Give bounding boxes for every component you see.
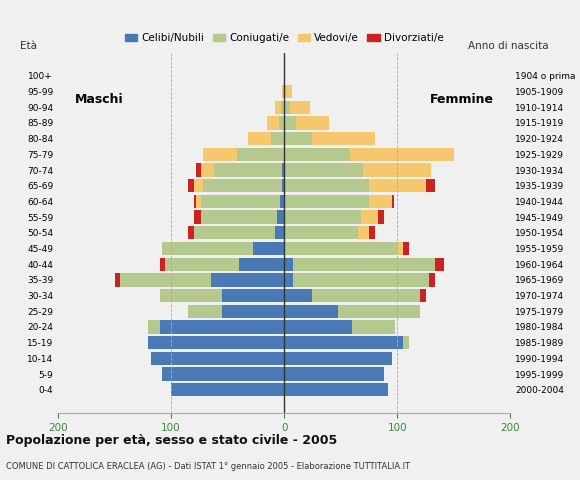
Bar [295, 116, 329, 130]
Bar [162, 242, 252, 255]
Bar [403, 336, 408, 349]
Bar [165, 258, 239, 271]
Bar [203, 179, 282, 192]
Bar [284, 163, 363, 177]
Bar [403, 242, 408, 255]
Bar [267, 116, 278, 130]
Bar [284, 179, 369, 192]
Bar [188, 226, 194, 240]
Bar [361, 210, 378, 224]
Bar [282, 163, 284, 177]
Bar [239, 258, 284, 271]
Bar [293, 273, 429, 287]
Bar [284, 242, 397, 255]
Text: Età: Età [20, 41, 37, 51]
Bar [313, 132, 375, 145]
Bar [148, 320, 160, 334]
Text: Anno di nascita: Anno di nascita [468, 41, 549, 51]
Bar [350, 148, 454, 161]
Bar [282, 179, 284, 192]
Text: Popolazione per età, sesso e stato civile - 2005: Popolazione per età, sesso e stato civil… [6, 434, 337, 447]
Bar [284, 85, 287, 98]
Bar [237, 148, 284, 161]
Bar [284, 305, 339, 318]
Bar [148, 336, 284, 349]
Bar [369, 195, 392, 208]
Bar [278, 116, 284, 130]
Bar [313, 289, 420, 302]
Bar [284, 273, 293, 287]
Bar [284, 195, 369, 208]
Bar [275, 100, 281, 114]
Bar [284, 100, 290, 114]
Bar [284, 148, 350, 161]
Bar [369, 226, 375, 240]
Bar [214, 163, 282, 177]
Bar [281, 100, 284, 114]
Bar [277, 210, 284, 224]
Bar [284, 226, 358, 240]
Bar [275, 226, 284, 240]
Bar [282, 85, 283, 98]
Bar [287, 85, 292, 98]
Bar [201, 163, 214, 177]
Bar [290, 100, 310, 114]
Bar [363, 163, 432, 177]
Bar [284, 289, 313, 302]
Bar [284, 116, 295, 130]
Bar [201, 210, 277, 224]
Bar [194, 210, 201, 224]
Bar [284, 69, 285, 83]
Bar [160, 258, 165, 271]
Bar [171, 383, 284, 396]
Bar [280, 195, 284, 208]
Bar [378, 210, 384, 224]
Legend: Celibi/Nubili, Coniugati/e, Vedovi/e, Divorziati/e: Celibi/Nubili, Coniugati/e, Vedovi/e, Di… [121, 29, 448, 48]
Bar [352, 320, 395, 334]
Bar [196, 195, 201, 208]
Bar [284, 352, 392, 365]
Bar [284, 367, 384, 381]
Bar [392, 195, 394, 208]
Bar [194, 226, 275, 240]
Bar [397, 242, 403, 255]
Text: COMUNE DI CATTOLICA ERACLEA (AG) - Dati ISTAT 1° gennaio 2005 - Elaborazione TUT: COMUNE DI CATTOLICA ERACLEA (AG) - Dati … [6, 462, 410, 471]
Bar [160, 289, 222, 302]
Text: Femmine: Femmine [429, 93, 494, 106]
Bar [284, 132, 313, 145]
Bar [429, 273, 434, 287]
Bar [284, 210, 361, 224]
Bar [162, 367, 284, 381]
Bar [284, 258, 293, 271]
Bar [194, 195, 196, 208]
Bar [369, 179, 426, 192]
Bar [434, 258, 444, 271]
Bar [211, 273, 284, 287]
Bar [426, 179, 434, 192]
Bar [271, 132, 284, 145]
Bar [283, 85, 284, 98]
Bar [252, 242, 284, 255]
Bar [160, 320, 284, 334]
Bar [222, 289, 284, 302]
Text: Maschi: Maschi [75, 93, 124, 106]
Bar [188, 305, 222, 318]
Bar [358, 226, 369, 240]
Bar [284, 383, 388, 396]
Bar [120, 273, 211, 287]
Bar [284, 336, 403, 349]
Bar [284, 320, 352, 334]
Bar [420, 289, 426, 302]
Bar [203, 148, 237, 161]
Bar [196, 163, 201, 177]
Bar [248, 132, 271, 145]
Bar [201, 195, 280, 208]
Bar [188, 179, 194, 192]
Bar [222, 305, 284, 318]
Bar [114, 273, 120, 287]
Bar [194, 179, 203, 192]
Bar [339, 305, 420, 318]
Bar [293, 258, 434, 271]
Bar [151, 352, 284, 365]
